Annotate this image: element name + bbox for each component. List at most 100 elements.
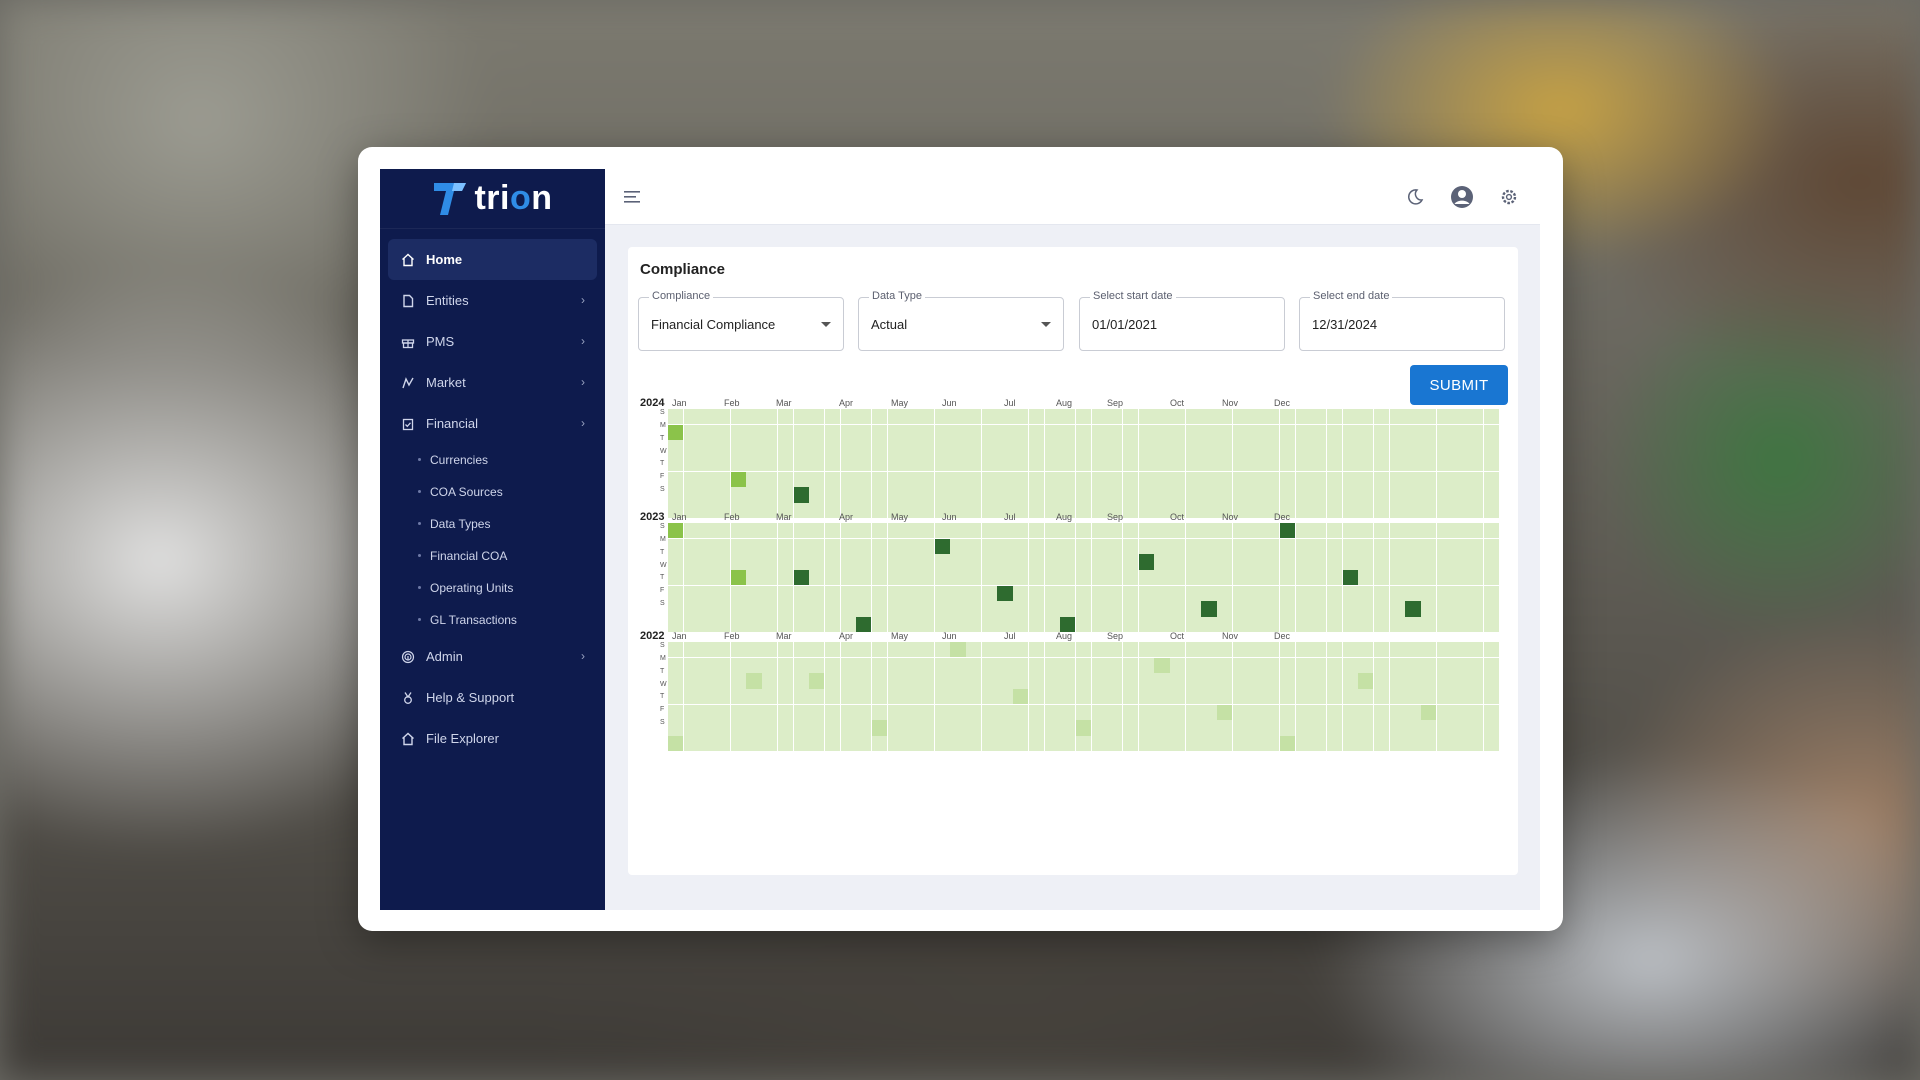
heatmap-cell[interactable] [668, 471, 684, 487]
heatmap-cell[interactable] [887, 409, 903, 425]
heatmap-cell[interactable] [683, 424, 699, 440]
heatmap-cell[interactable] [1075, 554, 1092, 570]
heatmap-cell[interactable] [1311, 736, 1327, 752]
heatmap-cell[interactable] [950, 704, 966, 720]
heatmap-cell[interactable] [762, 673, 778, 689]
heatmap-cell[interactable] [1326, 424, 1343, 440]
heatmap-cell[interactable] [1075, 585, 1092, 601]
heatmap-cell[interactable] [777, 642, 793, 658]
heatmap-cell[interactable] [1373, 704, 1390, 720]
heatmap-cell[interactable] [1107, 456, 1123, 472]
heatmap-cell[interactable] [1170, 657, 1186, 673]
heatmap-cell[interactable] [950, 617, 966, 633]
heatmap-cell[interactable] [840, 487, 856, 503]
heatmap-cell[interactable] [856, 704, 872, 720]
heatmap-cell[interactable] [1373, 673, 1390, 689]
heatmap-cell[interactable] [1232, 601, 1248, 617]
heatmap-cell[interactable] [934, 456, 950, 472]
heatmap-cell[interactable] [1170, 523, 1186, 539]
heatmap-cell[interactable] [699, 736, 715, 752]
heatmap-cell[interactable] [871, 673, 888, 689]
heatmap-cell[interactable] [1389, 471, 1405, 487]
heatmap-cell[interactable] [1232, 704, 1248, 720]
heatmap-cell[interactable] [1107, 689, 1123, 705]
heatmap-cell[interactable] [1091, 720, 1107, 736]
heatmap-cell[interactable] [871, 657, 888, 673]
heatmap-cell[interactable] [793, 689, 809, 705]
heatmap-cell[interactable] [1013, 503, 1029, 519]
heatmap-cell[interactable] [746, 657, 762, 673]
heatmap-cell[interactable] [903, 456, 919, 472]
heatmap-cell[interactable] [1358, 503, 1374, 519]
heatmap-cell[interactable] [1170, 673, 1186, 689]
heatmap-cell[interactable] [1421, 570, 1437, 586]
sidebar-item-financial[interactable]: Financial › [388, 403, 597, 444]
heatmap-cell[interactable] [715, 720, 731, 736]
heatmap-cell[interactable] [1028, 657, 1044, 673]
heatmap-cell[interactable] [1107, 424, 1123, 440]
heatmap-cell[interactable] [1436, 456, 1452, 472]
heatmap-cell[interactable] [1170, 456, 1186, 472]
heatmap-cell[interactable] [903, 424, 919, 440]
heatmap-cell[interactable] [1044, 456, 1060, 472]
heatmap-cell[interactable] [683, 538, 699, 554]
heatmap-cell[interactable] [871, 585, 888, 601]
heatmap-cell[interactable] [1264, 736, 1280, 752]
heatmap-cell[interactable] [793, 570, 809, 586]
heatmap-cell[interactable] [887, 689, 903, 705]
heatmap-cell[interactable] [730, 523, 746, 539]
heatmap-cell[interactable] [1264, 409, 1280, 425]
heatmap-cell[interactable] [950, 720, 966, 736]
heatmap-cell[interactable] [824, 657, 841, 673]
heatmap-cell[interactable] [1483, 409, 1499, 425]
heatmap-cell[interactable] [887, 440, 903, 456]
heatmap-cell[interactable] [1452, 523, 1468, 539]
heatmap-cell[interactable] [746, 673, 762, 689]
heatmap-cell[interactable] [1311, 409, 1327, 425]
heatmap-cell[interactable] [1436, 523, 1452, 539]
heatmap-cell[interactable] [1279, 585, 1295, 601]
heatmap-cell[interactable] [1279, 440, 1295, 456]
heatmap-cell[interactable] [840, 523, 856, 539]
heatmap-cell[interactable] [950, 570, 966, 586]
heatmap-cell[interactable] [887, 503, 903, 519]
heatmap-cell[interactable] [1138, 642, 1154, 658]
heatmap-cell[interactable] [919, 689, 935, 705]
heatmap-cell[interactable] [668, 585, 684, 601]
heatmap-cell[interactable] [1342, 601, 1358, 617]
heatmap-cell[interactable] [762, 538, 778, 554]
heatmap-cell[interactable] [1028, 554, 1044, 570]
heatmap-cell[interactable] [840, 585, 856, 601]
heatmap-cell[interactable] [809, 601, 825, 617]
heatmap-cell[interactable] [871, 538, 888, 554]
heatmap-cell[interactable] [981, 523, 997, 539]
heatmap-cell[interactable] [1185, 689, 1201, 705]
heatmap-cell[interactable] [1483, 601, 1499, 617]
heatmap-cell[interactable] [1389, 585, 1405, 601]
heatmap-cell[interactable] [1326, 570, 1343, 586]
heatmap-cell[interactable] [777, 673, 793, 689]
heatmap-cell[interactable] [1091, 523, 1107, 539]
heatmap-cell[interactable] [1091, 570, 1107, 586]
heatmap-cell[interactable] [793, 440, 809, 456]
heatmap-cell[interactable] [1122, 642, 1139, 658]
sidebar-subitem-operating-units[interactable]: Operating Units [388, 572, 597, 604]
heatmap-cell[interactable] [950, 440, 966, 456]
heatmap-cell[interactable] [1279, 601, 1295, 617]
heatmap-cell[interactable] [887, 523, 903, 539]
heatmap-cell[interactable] [730, 601, 746, 617]
heatmap-cell[interactable] [1201, 657, 1217, 673]
heatmap-cell[interactable] [668, 601, 684, 617]
heatmap-cell[interactable] [746, 424, 762, 440]
heatmap-cell[interactable] [1483, 456, 1499, 472]
heatmap-cell[interactable] [997, 704, 1013, 720]
heatmap-cell[interactable] [1421, 720, 1437, 736]
heatmap-cell[interactable] [746, 503, 762, 519]
heatmap-cell[interactable] [746, 456, 762, 472]
heatmap-cell[interactable] [1311, 704, 1327, 720]
heatmap-cell[interactable] [1452, 456, 1468, 472]
heatmap-cell[interactable] [715, 538, 731, 554]
heatmap-cell[interactable] [840, 424, 856, 440]
heatmap-cell[interactable] [871, 503, 888, 519]
heatmap-cell[interactable] [997, 554, 1013, 570]
